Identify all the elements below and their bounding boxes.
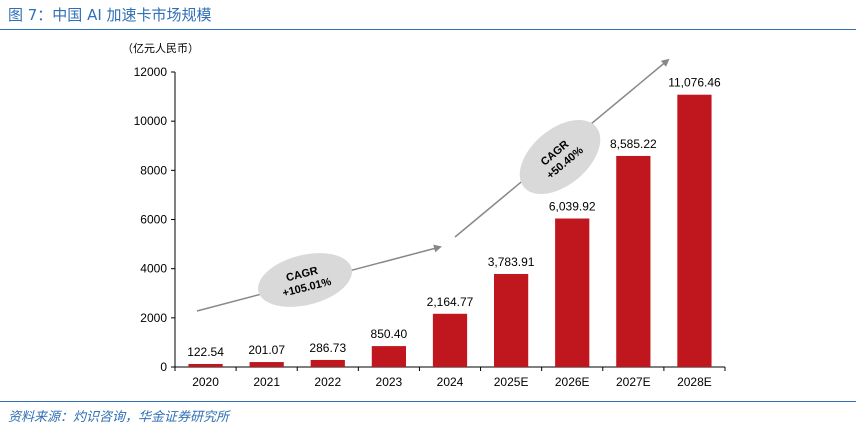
- cagr-annotation-2: CAGR +50.40%: [454, 58, 670, 238]
- x-tick-label: 2027E: [616, 375, 651, 389]
- y-axis: 0 2000 4000 6000 8000 10000 12000: [134, 65, 176, 374]
- y-tick-label: 4000: [140, 262, 167, 276]
- source-divider: [0, 401, 856, 402]
- source-note: 资料来源：灼识咨询，华金证券研究所: [8, 410, 230, 425]
- bar: [616, 155, 651, 367]
- y-tick-label: 10000: [134, 114, 168, 128]
- bar-chart: （亿元人民币） 0 2000 4000 6000 8000 10000 12000 2020…: [122, 42, 726, 389]
- title-divider: [0, 29, 856, 30]
- bar-value-label: 2,164.77: [427, 295, 474, 309]
- bar: [310, 359, 345, 367]
- y-tick-label: 8000: [140, 163, 167, 177]
- bar: [677, 94, 712, 368]
- x-tick-label: 2023: [376, 375, 403, 389]
- bars-group: [188, 94, 712, 368]
- cagr-bubble-1: [258, 253, 352, 307]
- bar: [249, 362, 284, 367]
- y-tick-label: 0: [160, 360, 167, 374]
- value-labels-group: 122.54 201.07 286.73 850.40 2,164.77 3,783.91…: [187, 76, 721, 359]
- x-tick-label: 2025E: [494, 375, 529, 389]
- y-tick-label: 12000: [134, 65, 168, 79]
- y-tick-label: 6000: [140, 213, 167, 227]
- bar: [188, 363, 223, 367]
- bar-value-label: 8,585.22: [610, 137, 657, 151]
- bar-value-label: 6,039.92: [549, 200, 596, 214]
- x-axis: 2020 2021 2022 2023 2024 2025E 2026E 2027E 2028E: [174, 366, 726, 389]
- x-tick-label: 2028E: [677, 375, 712, 389]
- bar: [371, 346, 406, 367]
- bar: [432, 313, 468, 367]
- bar-value-label: 3,783.91: [488, 255, 535, 269]
- cagr-annotation-1: CAGR +105.01%: [196, 244, 442, 312]
- x-tick-label: 2024: [437, 375, 464, 389]
- x-tick-label: 2022: [314, 375, 341, 389]
- bar-value-label: 850.40: [371, 327, 408, 341]
- cagr-bubble-2: [519, 119, 601, 195]
- x-tick-label: 2021: [253, 375, 280, 389]
- unit-label: （亿元人民币）: [122, 42, 199, 55]
- y-tick-label: 2000: [140, 311, 167, 325]
- bar-value-label: 201.07: [248, 343, 285, 357]
- bar: [494, 273, 529, 367]
- x-tick-label: 2020: [192, 375, 219, 389]
- bar-value-label: 11,076.46: [668, 76, 721, 90]
- x-tick-label: 2026E: [555, 375, 590, 389]
- bar-value-label: 286.73: [309, 341, 346, 355]
- bar-value-label: 122.54: [187, 345, 224, 359]
- bar: [555, 218, 590, 367]
- figure-title: 图 7：中国 AI 加速卡市场规模: [8, 6, 212, 24]
